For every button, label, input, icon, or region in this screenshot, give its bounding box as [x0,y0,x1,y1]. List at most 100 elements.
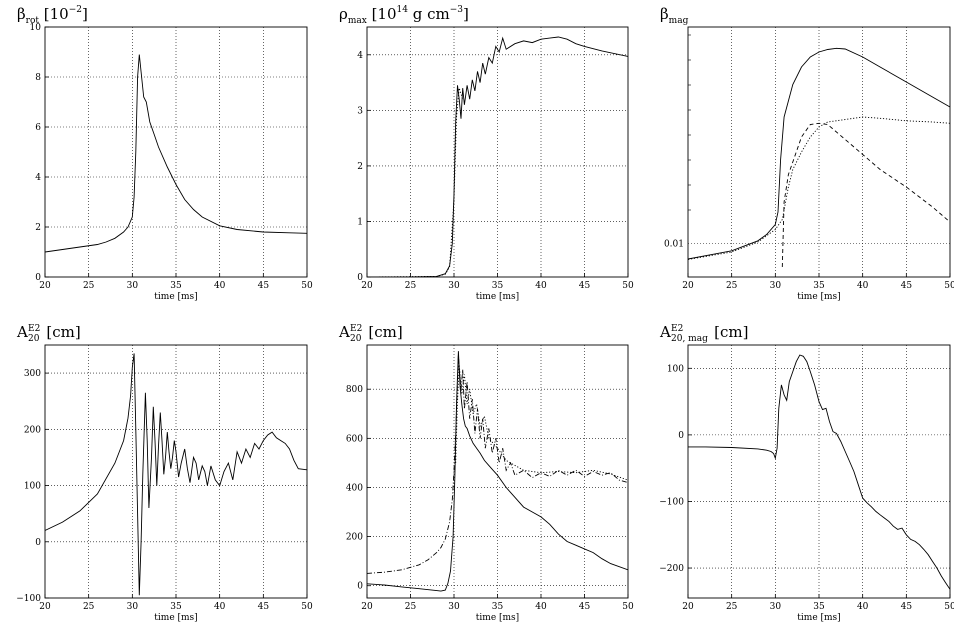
x-axis-label: time [ms] [476,613,519,623]
x-tick-label: 20 [361,602,373,612]
plot-frame [44,26,308,278]
panel-title: AE2 20, mag [cm] [659,323,749,344]
x-tick-label: 45 [901,602,913,612]
chart-panel-3: 20 25 30 35 40 45 50 0.01 time [ms] βmag [660,5,954,302]
y-tick-label: 100 [24,482,41,492]
panel-title: AE2 20 [cm] [16,323,81,344]
x-tick-label: 50 [944,602,954,612]
chart-panel-2: 20 25 30 35 40 45 50 0 1 2 3 4 time [ms] ρmax [1014 g… [339,5,634,302]
series-line-solid [367,351,628,592]
x-tick-label: 30 [770,602,782,612]
x-tick-label: 35 [170,602,182,612]
y-tick-label: 0 [35,273,41,283]
x-tick-label: 50 [301,281,313,291]
x-axis-label: time [ms] [476,292,519,302]
x-tick-label: 25 [726,602,738,612]
series-line-solid [688,354,950,590]
x-tick-label: 40 [214,281,226,291]
y-tick-label: 4 [35,173,41,183]
y-tick-label: 100 [667,364,684,374]
x-tick-label: 20 [39,281,51,291]
x-tick-label: 50 [622,281,634,291]
x-tick-label: 45 [901,281,913,291]
y-tick-label: 4 [357,51,363,61]
x-tick-label: 20 [682,281,694,291]
x-tick-label: 45 [258,281,270,291]
y-tick-label: 0 [357,273,363,283]
panel-title: βrot [10−2] [17,5,88,26]
chart-panel-5: 20 25 30 35 40 45 50 0 200 400 600 800 time [ms] AE2 2… [338,323,634,623]
x-tick-label: 25 [405,281,417,291]
x-tick-label: 20 [682,602,694,612]
x-axis-label: time [ms] [797,292,840,302]
x-tick-label: 30 [448,602,460,612]
x-tick-label: 35 [492,602,504,612]
x-tick-label: 30 [448,281,460,291]
series-line-dotted [455,364,628,481]
x-axis-label: time [ms] [797,613,840,623]
chart-panel-1: 20 25 30 35 40 45 50 0 2 4 6 8 10 time [ms] βrot [10−2… [17,5,313,302]
panel-title: ρmax [1014 g cm−3] [339,5,469,26]
y-tick-label: 6 [35,123,41,133]
y-tick-label: 8 [35,73,41,83]
x-tick-label: 20 [361,281,373,291]
series-line-solid [688,47,950,260]
y-tick-label: −200 [659,564,684,574]
x-axis-label: time [ms] [154,613,197,623]
x-tick-label: 40 [857,602,869,612]
y-tick-label: 2 [35,223,41,233]
y-tick-label: 0 [35,538,41,548]
y-tick-label: 0.01 [664,239,684,249]
x-tick-label: 40 [535,281,547,291]
plot-frame [366,26,629,278]
y-tick-label: 200 [346,533,363,543]
x-tick-label: 30 [127,602,139,612]
x-tick-label: 25 [83,602,95,612]
series-line-dashed [781,122,950,268]
x-tick-label: 30 [770,281,782,291]
plot-frame [44,344,308,599]
x-tick-label: 35 [813,281,825,291]
series-line-solid [45,54,307,253]
x-tick-label: 35 [813,602,825,612]
x-tick-label: 25 [83,281,95,291]
y-tick-label: 2 [357,162,363,172]
series-line-solid [367,36,628,277]
y-tick-label: −100 [16,594,41,604]
y-tick-label: 1 [357,217,363,227]
y-tick-label: 3 [357,106,363,116]
plot-frame [687,344,951,599]
x-tick-label: 50 [301,602,313,612]
x-tick-label: 35 [170,281,182,291]
y-tick-label: 800 [346,385,363,395]
panel-title: AE2 20 [cm] [338,323,403,344]
x-tick-label: 30 [127,281,139,291]
x-tick-label: 20 [39,602,51,612]
x-tick-label: 50 [622,602,634,612]
y-tick-label: 400 [346,483,363,493]
plot-frame [366,344,629,599]
chart-panel-4: 20 25 30 35 40 45 50 −100 0 100 200 300 time [ms] AE2… [16,323,313,623]
y-tick-label: −100 [659,497,684,507]
y-tick-label: 300 [24,369,41,379]
y-tick-label: 600 [346,434,363,444]
x-tick-label: 45 [579,602,591,612]
y-tick-label: 10 [30,23,42,33]
series-line-solid [45,353,307,596]
x-tick-label: 40 [535,602,547,612]
chart-panel-6: 20 25 30 35 40 45 50 −200 −100 0 100 time [ms] AE2 20… [659,323,954,623]
y-tick-label: 0 [678,431,684,441]
x-tick-label: 45 [258,602,270,612]
x-tick-label: 40 [214,602,226,612]
series-line-dotted [367,87,464,277]
x-tick-label: 50 [944,281,954,291]
y-tick-label: 200 [24,425,41,435]
x-tick-label: 45 [579,281,591,291]
y-tick-label: 0 [357,582,363,592]
x-tick-label: 25 [405,602,417,612]
x-tick-label: 25 [726,281,738,291]
plot-frame [687,26,951,278]
x-tick-label: 35 [492,281,504,291]
x-tick-label: 40 [857,281,869,291]
